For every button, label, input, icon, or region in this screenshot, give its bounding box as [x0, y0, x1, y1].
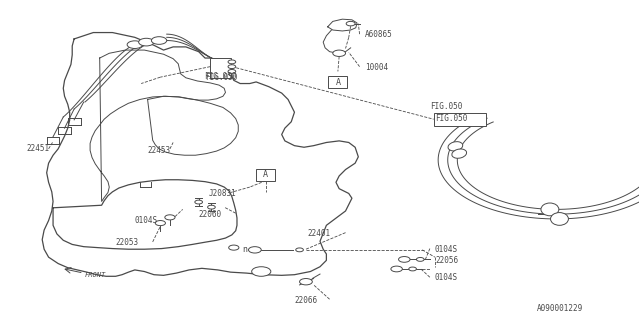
Circle shape [333, 50, 346, 56]
Circle shape [252, 267, 271, 276]
Circle shape [228, 60, 236, 64]
Text: FRONT: FRONT [84, 272, 106, 278]
Circle shape [207, 205, 215, 209]
Text: n: n [242, 245, 247, 254]
Text: J20831: J20831 [208, 189, 236, 198]
FancyBboxPatch shape [256, 169, 275, 181]
Text: A090001229: A090001229 [537, 304, 584, 313]
Text: 22401: 22401 [307, 229, 330, 238]
Circle shape [139, 38, 154, 46]
Text: 22056: 22056 [435, 256, 458, 265]
Circle shape [228, 69, 236, 73]
Circle shape [152, 37, 167, 44]
Text: 22053: 22053 [116, 238, 139, 247]
Ellipse shape [452, 149, 467, 158]
Circle shape [399, 257, 410, 262]
Text: 10004: 10004 [365, 63, 388, 72]
Text: 22060: 22060 [198, 210, 222, 219]
Circle shape [391, 266, 403, 272]
Circle shape [165, 215, 175, 220]
Text: FIG.050: FIG.050 [205, 73, 237, 82]
Circle shape [300, 278, 312, 285]
Text: A: A [263, 170, 268, 179]
FancyBboxPatch shape [328, 76, 348, 88]
Text: 22066: 22066 [294, 296, 317, 305]
Text: FIG.050: FIG.050 [431, 102, 463, 111]
Text: A: A [335, 78, 340, 87]
Text: 0104S: 0104S [135, 216, 158, 225]
Circle shape [417, 258, 424, 261]
Circle shape [156, 220, 166, 226]
Text: 0104S: 0104S [435, 245, 458, 254]
Text: FIG.050: FIG.050 [204, 72, 236, 81]
Circle shape [409, 267, 417, 271]
Ellipse shape [550, 212, 568, 225]
Text: A60865: A60865 [365, 30, 392, 39]
Circle shape [127, 41, 143, 49]
Ellipse shape [448, 142, 463, 151]
Text: 22451: 22451 [26, 144, 49, 153]
Text: FIG.050: FIG.050 [435, 114, 467, 123]
Text: 0104S: 0104S [435, 273, 458, 282]
Circle shape [248, 247, 261, 253]
Text: 22453: 22453 [148, 146, 171, 155]
Circle shape [228, 65, 236, 68]
Circle shape [228, 245, 239, 250]
Circle shape [346, 21, 355, 26]
Bar [210, 58, 230, 78]
Ellipse shape [541, 203, 559, 216]
Bar [434, 113, 486, 125]
Circle shape [195, 200, 202, 204]
Circle shape [296, 248, 303, 252]
